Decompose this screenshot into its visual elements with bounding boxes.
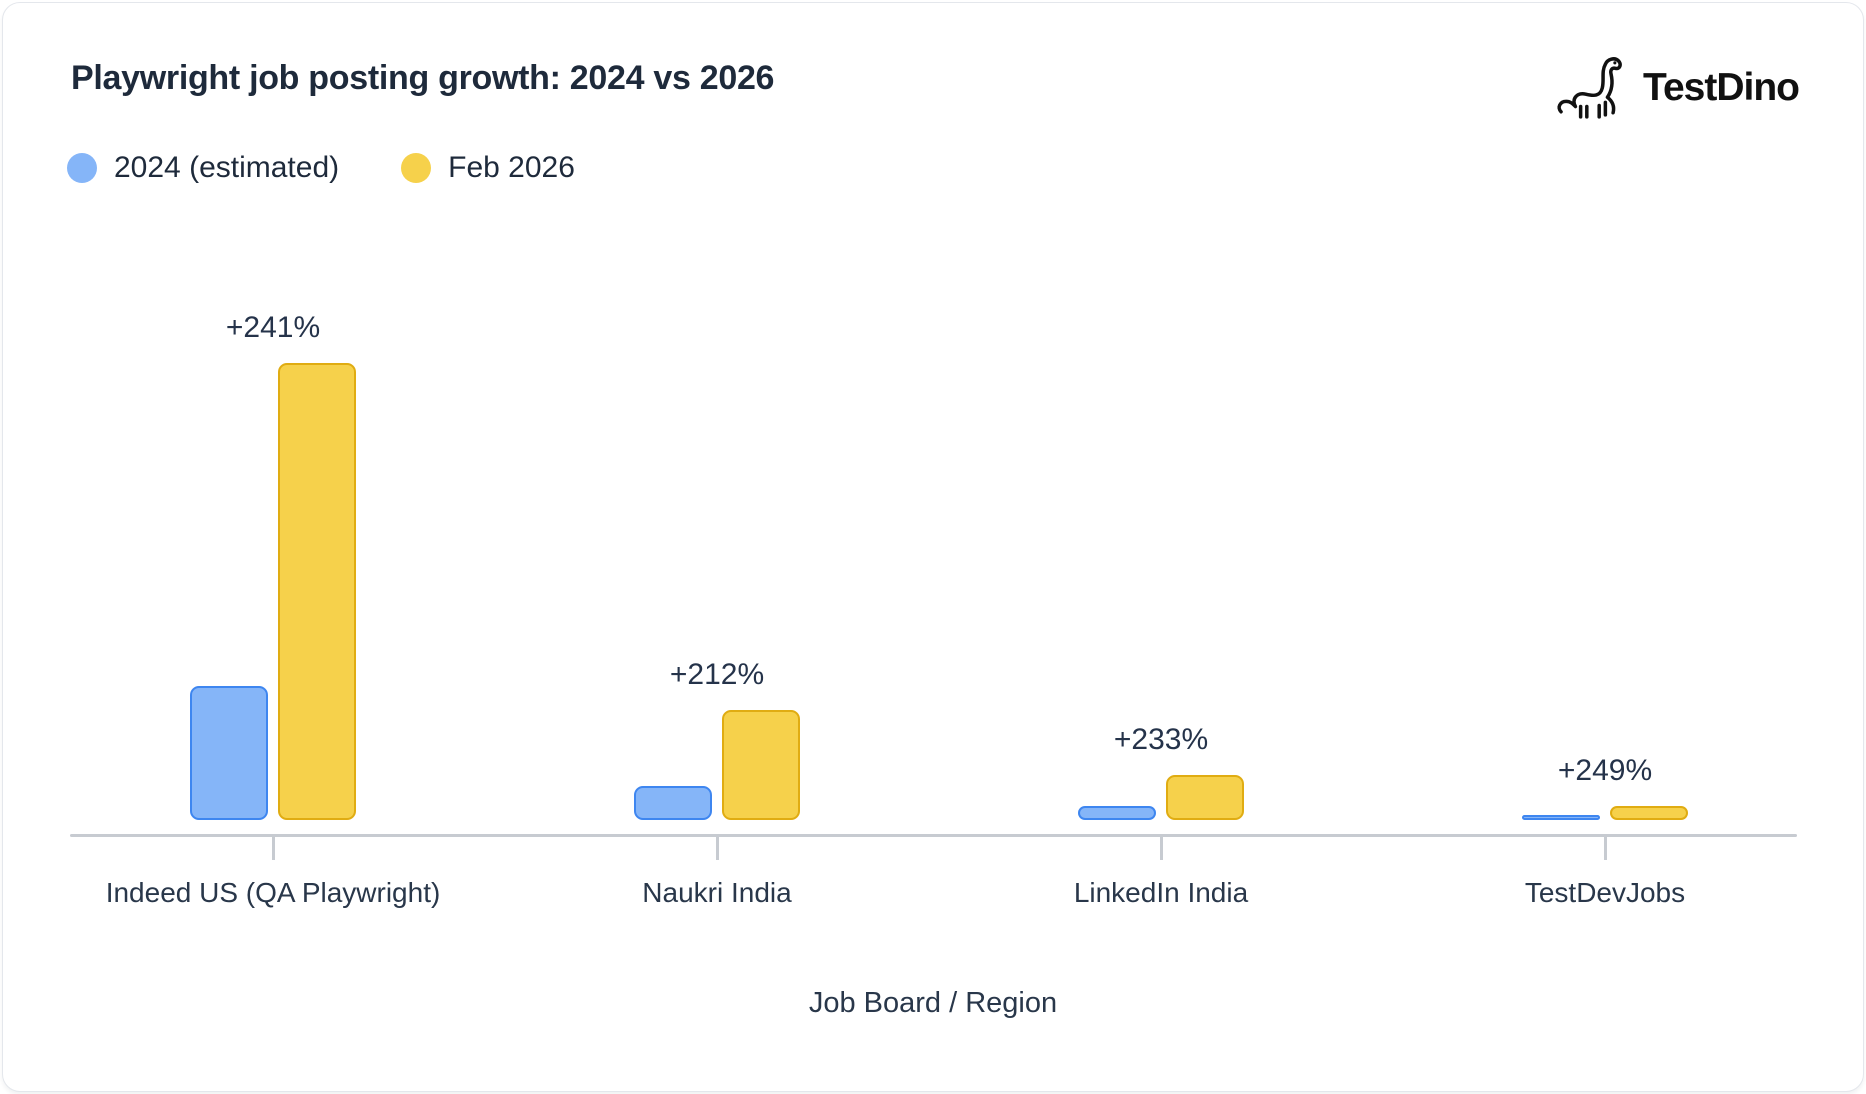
category-labels: Indeed US (QA Playwright) Naukri India Lin… <box>51 877 1827 917</box>
bar-group: +233% <box>939 303 1383 820</box>
axis-tick <box>716 836 719 860</box>
bar-feb2026[interactable] <box>1610 806 1688 820</box>
bar-2024[interactable] <box>1078 806 1156 820</box>
bar-feb2026[interactable] <box>722 710 800 820</box>
legend-dot-2024-icon <box>67 153 97 183</box>
x-axis-title: Job Board / Region <box>808 987 1058 1019</box>
axis-ticks <box>51 836 1827 860</box>
bar-2024[interactable] <box>1522 815 1600 820</box>
bar-2024[interactable] <box>634 786 712 820</box>
bar-group: +212% <box>495 303 939 820</box>
category-label: TestDevJobs <box>1524 877 1686 908</box>
logo-wordmark: TestDino <box>1643 66 1800 109</box>
x-axis-line <box>70 834 1797 837</box>
legend: 2024 (estimated) Feb 2026 <box>67 151 575 185</box>
growth-label: +241% <box>225 311 321 344</box>
category-label: Indeed US (QA Playwright) <box>105 877 441 908</box>
legend-label-2024: 2024 (estimated) <box>114 151 340 184</box>
axis-tick <box>272 836 275 860</box>
axis-tick <box>1160 836 1163 860</box>
bar-feb2026[interactable] <box>1166 775 1244 820</box>
legend-item-feb2026[interactable]: Feb 2026 <box>401 151 575 185</box>
category-label: LinkedIn India <box>1073 877 1249 908</box>
growth-label: +249% <box>1557 754 1653 787</box>
category-label: Naukri India <box>642 877 792 908</box>
legend-item-2024[interactable]: 2024 (estimated) <box>67 151 339 185</box>
bar-group: +241% <box>51 303 495 820</box>
legend-label-feb2026: Feb 2026 <box>448 151 575 184</box>
bar-group: +249% <box>1383 303 1827 820</box>
chart-title: Playwright job posting growth: 2024 vs 2… <box>71 59 775 97</box>
legend-dot-feb2026-icon <box>401 153 432 183</box>
testdino-logo: TestDino <box>1555 55 1800 121</box>
plot-area: +241% +212% +233% +249% <box>51 303 1827 820</box>
growth-label: +233% <box>1113 723 1209 756</box>
bar-2024[interactable] <box>190 686 268 820</box>
bar-feb2026[interactable] <box>278 363 356 820</box>
dinosaur-outline-icon <box>1557 57 1622 119</box>
axis-tick <box>1604 836 1607 860</box>
growth-label: +212% <box>669 658 765 691</box>
